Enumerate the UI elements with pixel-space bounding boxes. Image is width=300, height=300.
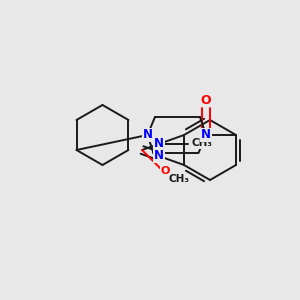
Text: O: O [201,94,211,106]
Text: N: N [154,149,164,162]
Text: O: O [160,166,170,176]
Text: N: N [142,128,152,142]
Text: CH₃: CH₃ [191,138,212,148]
Text: N: N [154,137,164,150]
Text: CH₃: CH₃ [169,174,190,184]
Text: N: N [201,128,211,142]
